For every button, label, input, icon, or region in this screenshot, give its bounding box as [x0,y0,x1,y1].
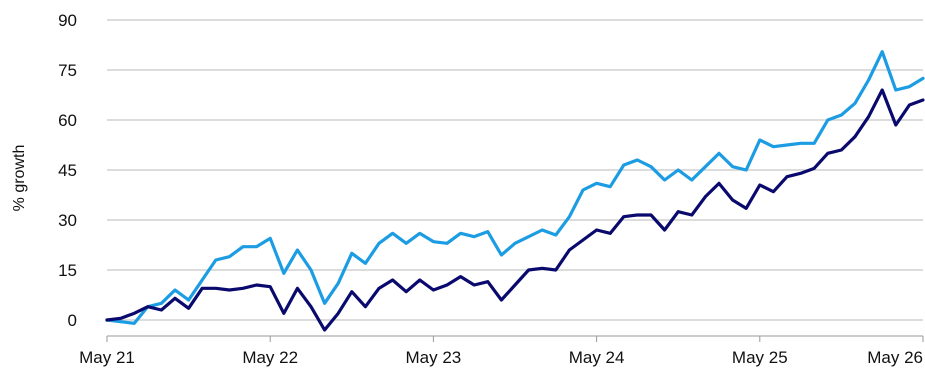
x-tick-label: May 22 [242,348,298,367]
x-tick-label: May 24 [569,348,625,367]
y-tick-label: 45 [58,161,77,180]
y-axis-title: % growth [11,145,28,212]
series-line-1 [105,50,925,325]
y-tick-label: 0 [68,311,77,330]
x-tick-label: May 23 [406,348,462,367]
y-tick-label: 75 [58,61,77,80]
y-tick-label: 15 [58,261,77,280]
y-tick-label: 30 [58,211,77,230]
y-tick-label: 60 [58,111,77,130]
x-tick-label: May 21 [79,348,135,367]
y-tick-label: 90 [58,11,77,30]
x-tick-label: May 26 [867,348,923,367]
gridlines [107,19,923,337]
series-lines [105,50,925,332]
x-axis-tick-labels: May 21 May 22 May 23 May 24 May 25 May 26 [79,336,924,367]
x-tick-label: May 25 [732,348,788,367]
series-line-2 [105,88,925,332]
y-axis-tick-labels: 0 15 30 45 60 75 90 [58,11,77,330]
